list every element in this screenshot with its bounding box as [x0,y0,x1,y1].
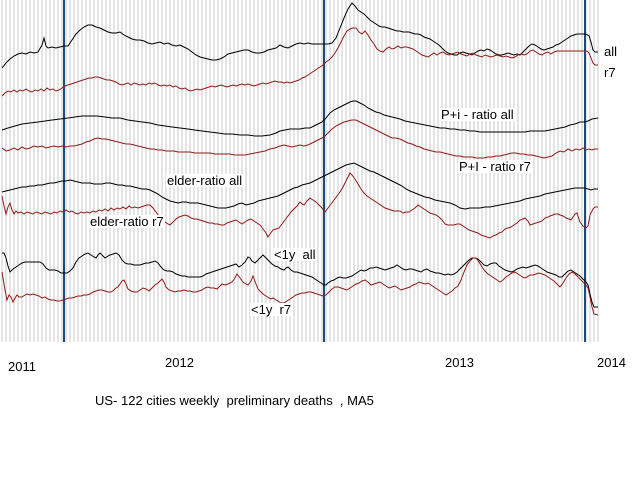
chart-title: US- 122 cities weekly preliminary deaths… [95,393,374,408]
series-label-r7: r7 [603,65,617,80]
x-tick-2013: 2013 [445,355,474,370]
series-label-pi-ratio-all: P+i - ratio all [440,107,515,122]
series-label-elder-ratio-r7: elder-ratio r7 [89,214,165,229]
series-label-under1y-r7: <1y r7 [250,302,293,317]
series-label-under1y-all: <1y all [273,247,317,262]
x-tick-2011: 2011 [8,359,36,374]
x-tick-2012: 2012 [165,355,194,370]
series-label-elder-ratio-all: elder-ratio all [166,173,244,188]
series-label-all: all [603,44,619,59]
series-label-pi-ratio-r7: P+I - ratio r7 [458,159,532,174]
x-tick-2014: 2014 [597,355,626,370]
